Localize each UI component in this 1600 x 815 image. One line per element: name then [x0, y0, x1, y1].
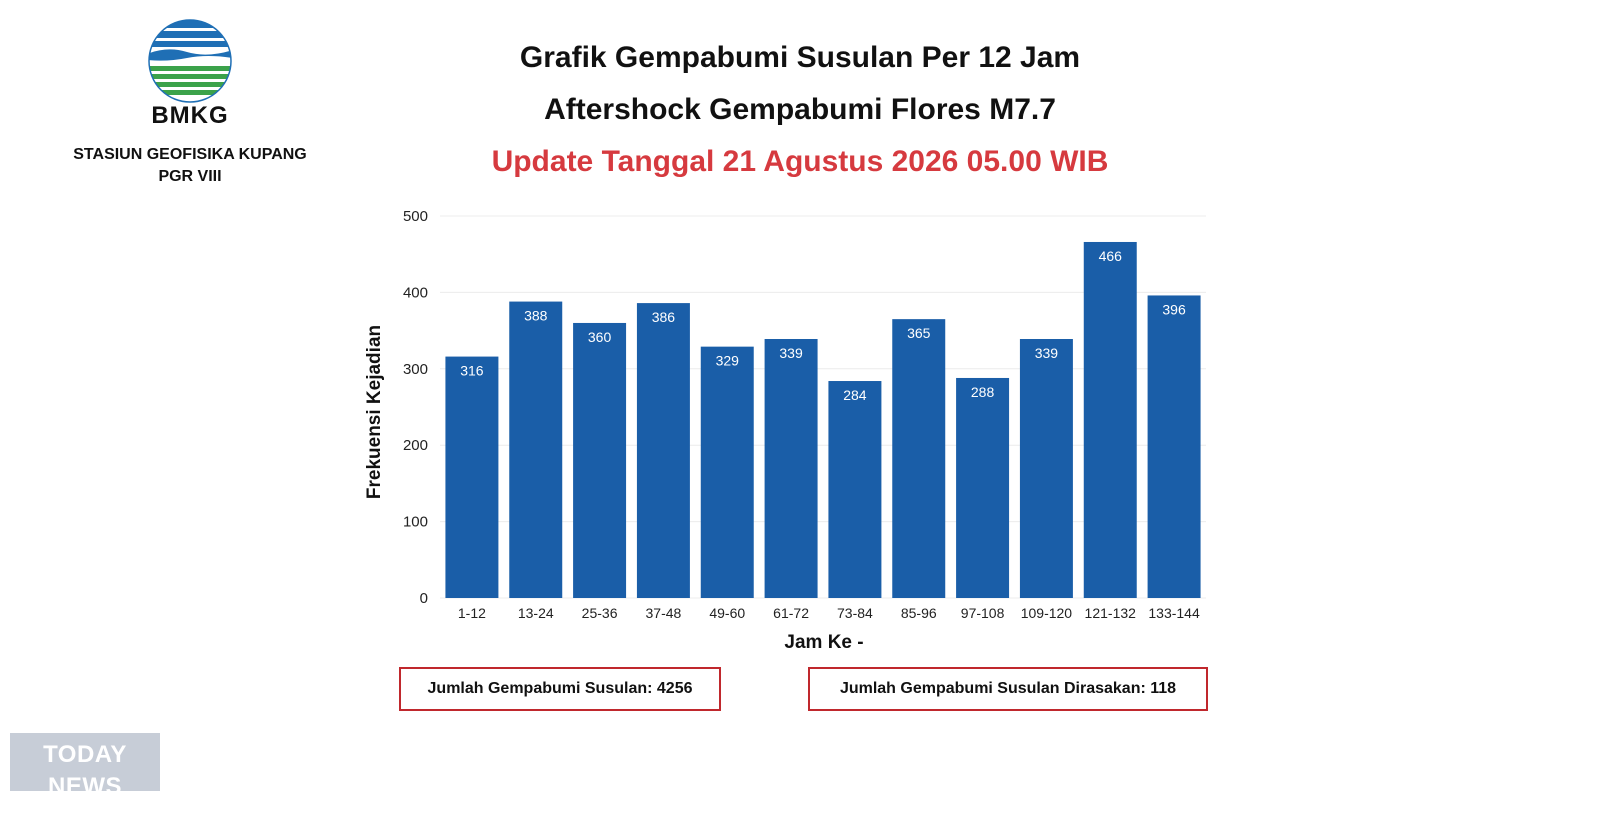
chart-subtitle: Aftershock Gempabumi Flores M7.7	[544, 93, 1056, 126]
chart-title: Grafik Gempabumi Susulan Per 12 Jam	[519, 41, 1081, 74]
bar	[1019, 339, 1073, 598]
y-tick-label: 300	[403, 361, 428, 378]
data-label: 329	[716, 353, 740, 369]
x-tick-label: 133-144	[1148, 605, 1200, 621]
watermark-title: TODAY NEWS	[43, 741, 127, 800]
x-tick-label: 61-72	[773, 605, 809, 621]
x-tick-label: 121-132	[1085, 605, 1137, 621]
data-label: 284	[843, 387, 867, 403]
bmkg-logo-icon	[148, 19, 232, 103]
station-name: STASIUN GEOFISIKA KUPANG PGR VIII	[40, 144, 340, 188]
x-tick-label: 97-108	[961, 605, 1005, 621]
bar	[956, 377, 1010, 598]
bar	[892, 319, 946, 598]
data-label: 396	[1162, 301, 1186, 317]
x-tick-label: 37-48	[646, 605, 682, 621]
y-tick-label: 0	[420, 590, 428, 607]
data-label: 288	[971, 384, 995, 400]
data-label: 365	[907, 325, 931, 341]
station-line-1: STASIUN GEOFISIKA KUPANG	[73, 146, 307, 163]
bar	[636, 303, 690, 598]
data-label: 466	[1099, 248, 1123, 264]
y-axis-label: Frekuensi Kejadian	[364, 325, 385, 499]
bar	[828, 381, 882, 598]
bmkg-logo-block: BMKG STASIUN GEOFISIKA KUPANG PGR VIII	[40, 18, 340, 188]
x-tick-label: 49-60	[709, 605, 745, 621]
x-tick-label: 25-36	[582, 605, 618, 621]
bar	[764, 339, 818, 598]
station-line-2: PGR VIII	[158, 168, 222, 185]
data-label: 360	[588, 329, 612, 345]
x-axis-label: Jam Ke -	[784, 632, 863, 653]
data-label: 388	[524, 308, 548, 324]
bar	[445, 356, 499, 598]
x-tick-label: 73-84	[837, 605, 873, 621]
data-label: 339	[779, 345, 803, 361]
today-news-watermark: TODAY NEWS AKURAT SETIAP SAAT	[10, 733, 160, 813]
data-label: 339	[1035, 345, 1059, 361]
data-label: 386	[652, 309, 676, 325]
bar	[509, 301, 563, 598]
y-tick-label: 500	[403, 208, 428, 225]
update-date: Update Tanggal 21 Agustus 2026 05.00 WIB	[491, 145, 1109, 178]
bar	[1147, 295, 1201, 598]
x-tick-label: 1-12	[458, 605, 486, 621]
bar	[700, 346, 754, 598]
felt-aftershock-box: Jumlah Gempabumi Susulan Dirasakan: 118	[808, 667, 1208, 711]
x-tick-label: 109-120	[1021, 605, 1073, 621]
bar	[573, 322, 627, 598]
bar	[1083, 241, 1137, 598]
data-label: 316	[460, 363, 484, 379]
y-tick-label: 100	[403, 514, 428, 531]
title-block: Grafik Gempabumi Susulan Per 12 Jam Afte…	[360, 32, 1240, 188]
total-aftershock-box: Jumlah Gempabumi Susulan: 4256	[399, 667, 721, 711]
x-tick-label: 13-24	[518, 605, 554, 621]
x-tick-label: 85-96	[901, 605, 937, 621]
y-tick-label: 200	[403, 437, 428, 454]
logo-wordmark: BMKG	[151, 102, 229, 129]
y-tick-label: 400	[403, 284, 428, 301]
watermark-subtitle: AKURAT SETIAP SAAT	[29, 804, 141, 813]
bar-chart: 0 100 200 300 400 500 316 1-12 388 13-24 360 25-36 3…	[364, 208, 1206, 653]
